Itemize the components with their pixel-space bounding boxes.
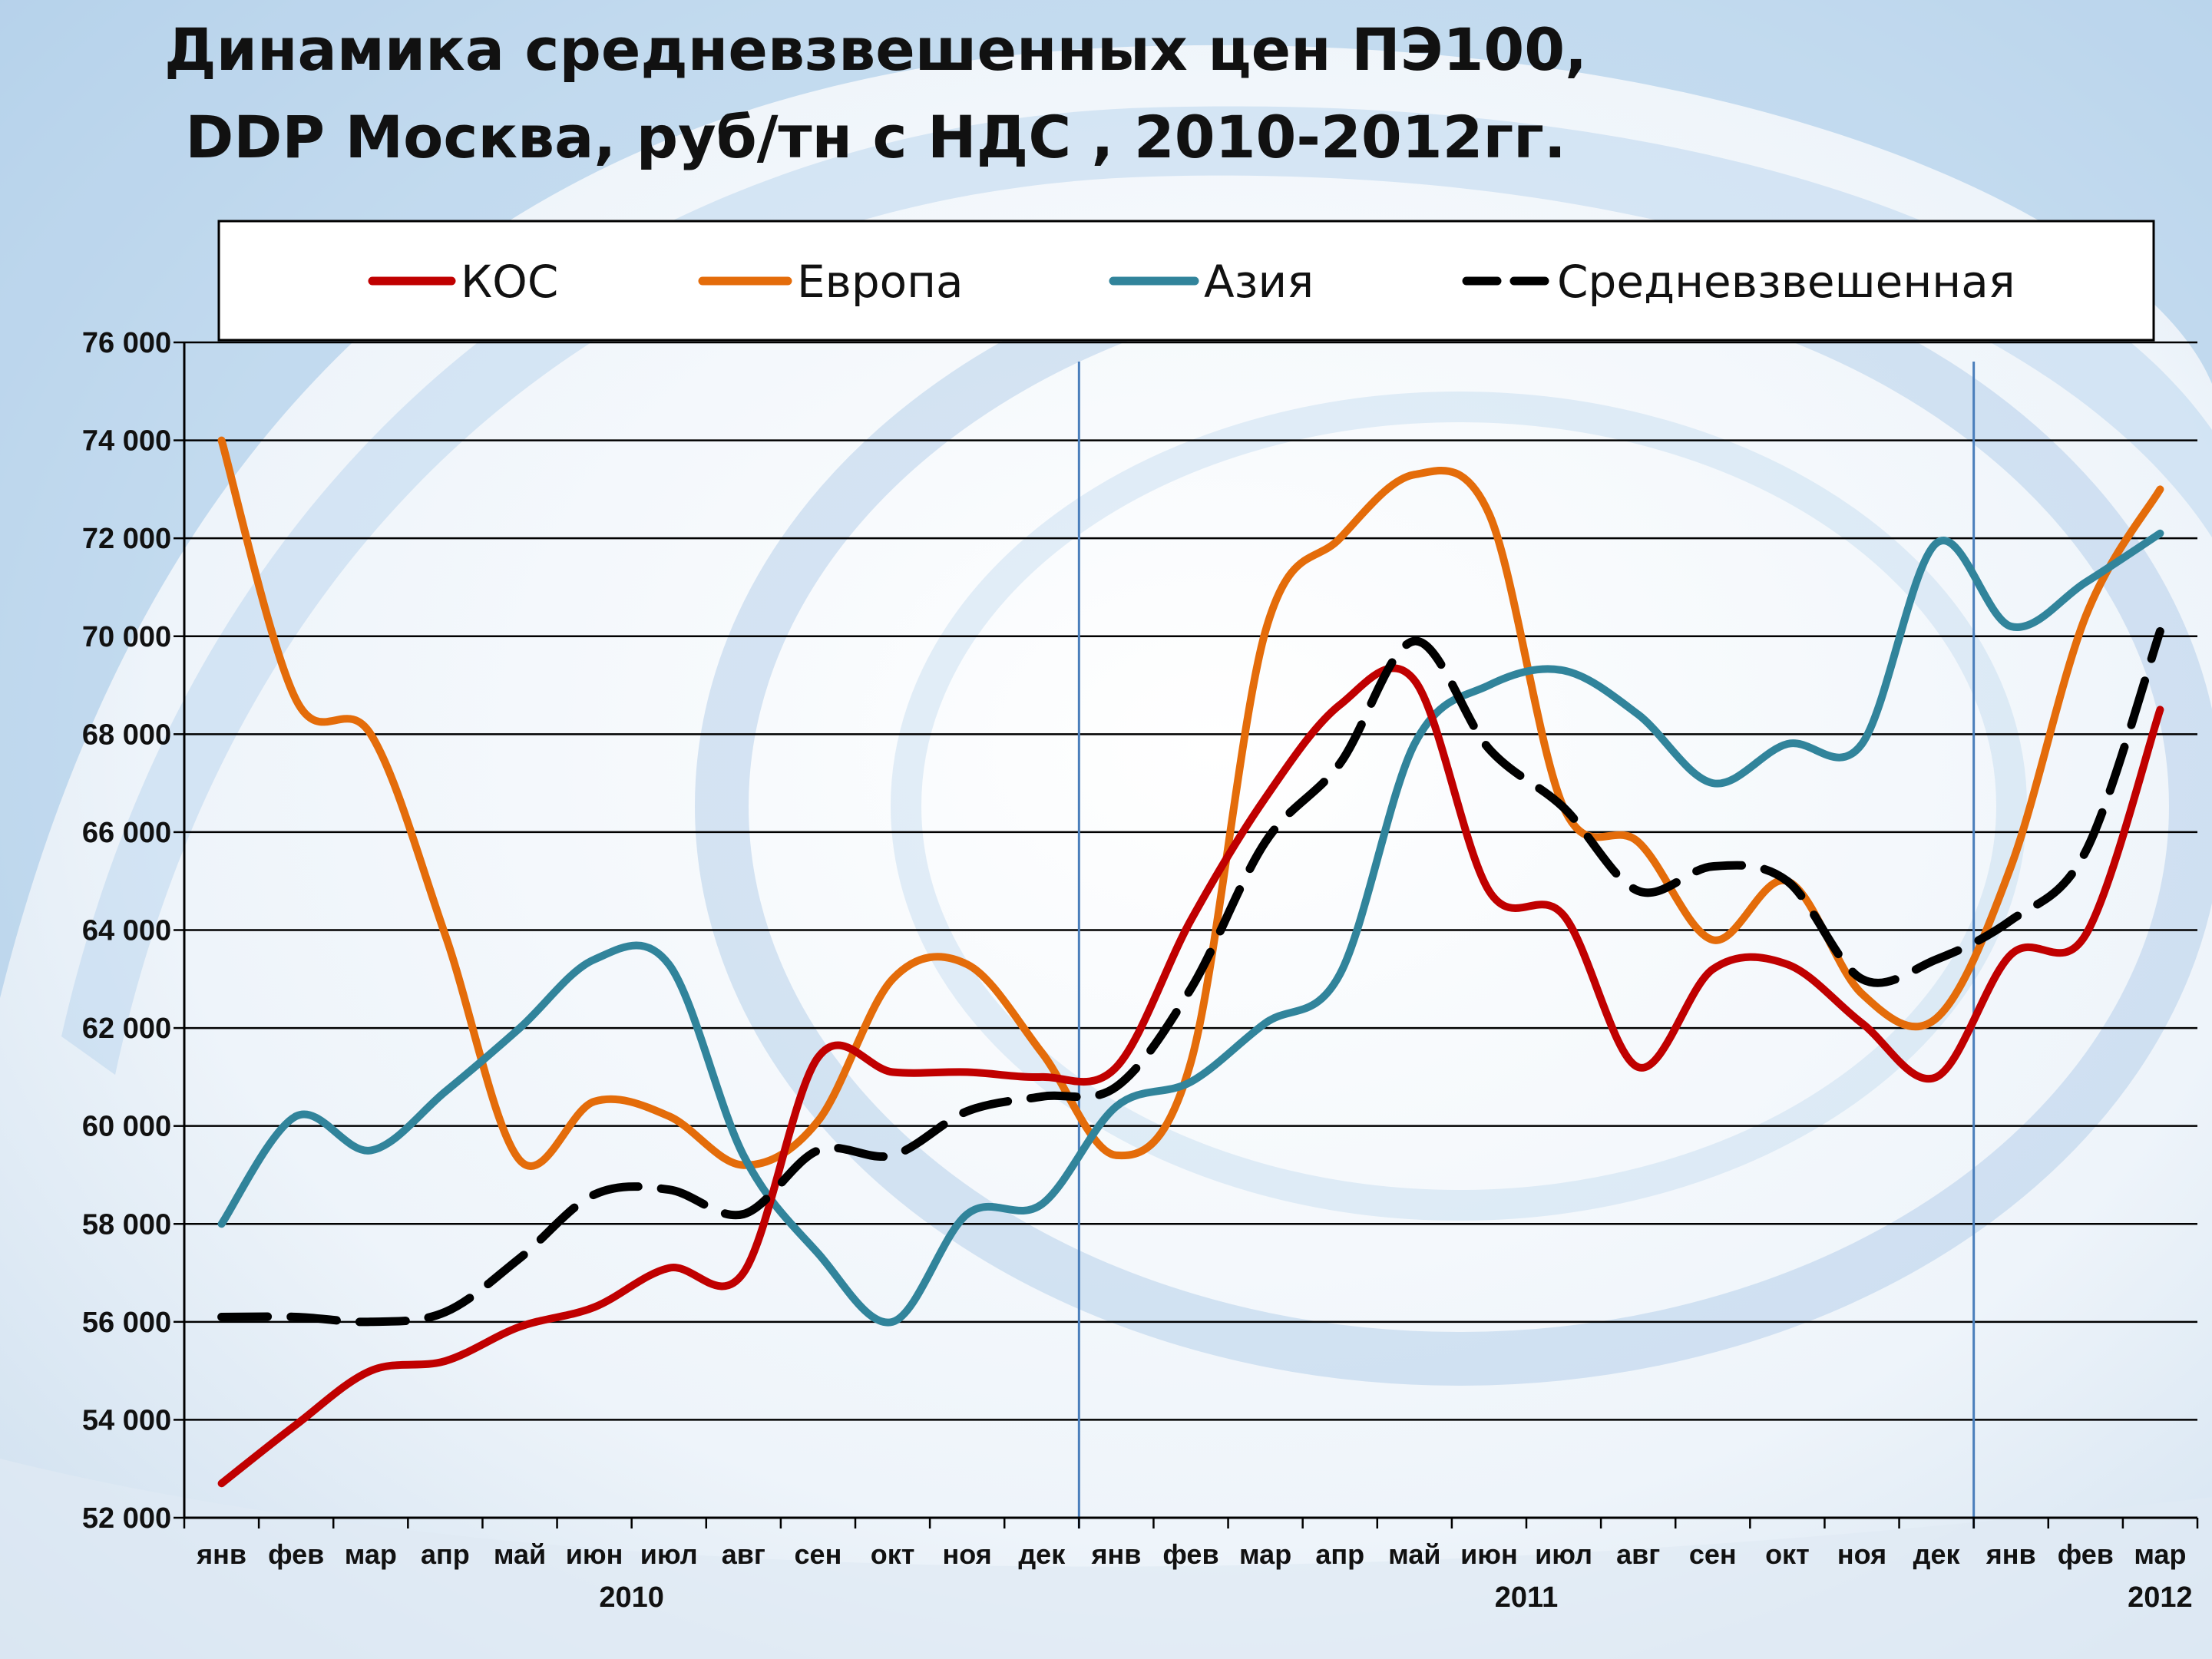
x-tick-label: фев	[2058, 1538, 2114, 1570]
y-tick-label: 64 000	[82, 915, 171, 947]
x-tick-label: авг	[1616, 1538, 1660, 1570]
y-tick-label: 58 000	[82, 1208, 171, 1241]
y-tick-label: 68 000	[82, 719, 171, 751]
series-line-koc	[217, 664, 2164, 1488]
x-tick-label: ноя	[1837, 1538, 1886, 1570]
y-tick-label: 54 000	[82, 1404, 171, 1436]
x-tick-label: мар	[2134, 1538, 2186, 1570]
x-tick-label: сен	[1689, 1538, 1737, 1570]
y-tick-label: 62 000	[82, 1013, 171, 1045]
x-tick-label: окт	[1765, 1538, 1810, 1570]
x-tick-label: янв	[1986, 1538, 2036, 1570]
x-tick-label: фев	[1162, 1538, 1218, 1570]
year-label: 2011	[1495, 1581, 1558, 1614]
x-tick-label: июл	[640, 1538, 698, 1570]
legend-label-europe: Европа	[797, 256, 964, 308]
x-tick-label: май	[494, 1538, 546, 1570]
x-tick-label: янв	[196, 1538, 246, 1570]
series-line-europe	[217, 436, 2164, 1170]
y-tick-label: 76 000	[82, 327, 171, 359]
x-tick-label: сен	[795, 1538, 842, 1570]
legend-label-avg: Средневзвешенная	[1557, 256, 2015, 308]
series-line-avg	[217, 626, 2164, 1327]
x-tick-label: окт	[871, 1538, 915, 1570]
x-tick-label: дек	[1913, 1538, 1961, 1570]
chart-title-line-2: DDP Москва, руб/тн с НДС , 2010-2012гг.	[185, 103, 1566, 171]
legend-label-koc: КОС	[461, 256, 558, 308]
y-tick-label: 56 000	[82, 1307, 171, 1339]
x-tick-label: дек	[1018, 1538, 1066, 1570]
y-tick-label: 70 000	[82, 621, 171, 653]
x-tick-label: июл	[1535, 1538, 1592, 1570]
y-tick-label: 72 000	[82, 523, 171, 555]
x-tick-label: авг	[722, 1538, 765, 1570]
x-tick-label: апр	[1315, 1538, 1364, 1570]
year-label: 2010	[599, 1581, 664, 1614]
x-tick-label: мар	[1239, 1538, 1291, 1570]
y-tick-label: 52 000	[82, 1502, 171, 1535]
x-tick-label: янв	[1090, 1538, 1141, 1570]
year-label: 2012	[2128, 1581, 2193, 1614]
x-tick-label: фев	[268, 1538, 324, 1570]
y-tick-label: 60 000	[82, 1111, 171, 1143]
chart-title-line-1: Динамика средневзвешенных цен ПЭ100,	[164, 15, 1587, 84]
y-tick-label: 66 000	[82, 817, 171, 849]
x-tick-label: апр	[421, 1538, 470, 1570]
x-tick-label: ноя	[943, 1538, 992, 1570]
legend-box	[217, 220, 2155, 342]
x-tick-label: июн	[566, 1538, 623, 1570]
x-tick-label: июн	[1460, 1538, 1518, 1570]
series-line-asia	[217, 529, 2164, 1327]
x-tick-label: май	[1388, 1538, 1440, 1570]
y-tick-label: 74 000	[82, 425, 171, 458]
legend-label-asia: Азия	[1204, 256, 1314, 308]
x-tick-label: мар	[345, 1538, 397, 1570]
